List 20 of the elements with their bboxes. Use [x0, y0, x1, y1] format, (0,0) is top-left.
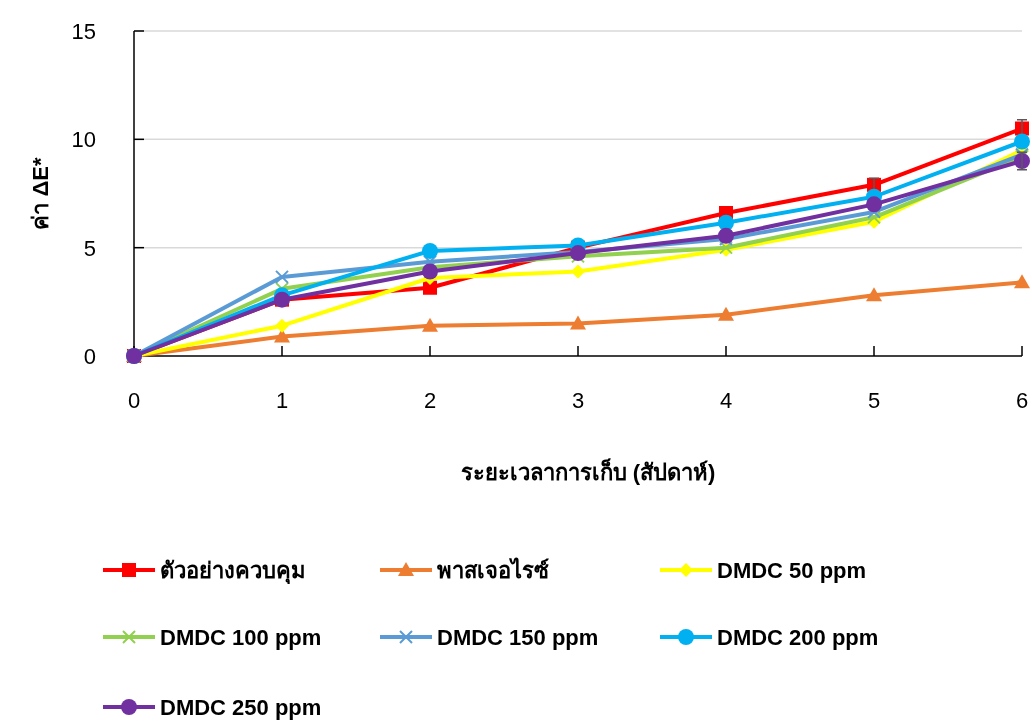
y-axis-title: ค่า ΔE* [28, 156, 53, 230]
y-tick-label: 5 [83, 235, 96, 261]
y-tick-label: 0 [83, 344, 96, 369]
legend-label: DMDC 200 ppm [717, 625, 879, 650]
x-tick-label: 1 [275, 388, 289, 413]
x-tick-label: 6 [1015, 388, 1029, 413]
y-tick-label: 10 [71, 127, 96, 153]
x-tick-label: 3 [571, 388, 585, 413]
legend-label: DMDC 50 ppm [717, 558, 867, 583]
x-tick-label: 5 [867, 388, 881, 413]
legend-label: DMDC 250 ppm [160, 695, 322, 720]
legend-label: DMDC 150 ppm [437, 625, 599, 650]
legend-label: พาสเจอไรซ์ [437, 557, 549, 583]
x-tick-label: 0 [127, 388, 141, 413]
x-axis-title: ระยะเวลาการเก็บ (สัปดาห์) [460, 458, 716, 485]
legend-label: ตัวอย่างควบคุม [160, 558, 306, 585]
y-tick-label: 15 [71, 19, 96, 44]
legend-label: DMDC 100 ppm [160, 625, 322, 650]
x-tick-label: 4 [719, 388, 733, 413]
x-tick-label: 2 [423, 388, 437, 413]
